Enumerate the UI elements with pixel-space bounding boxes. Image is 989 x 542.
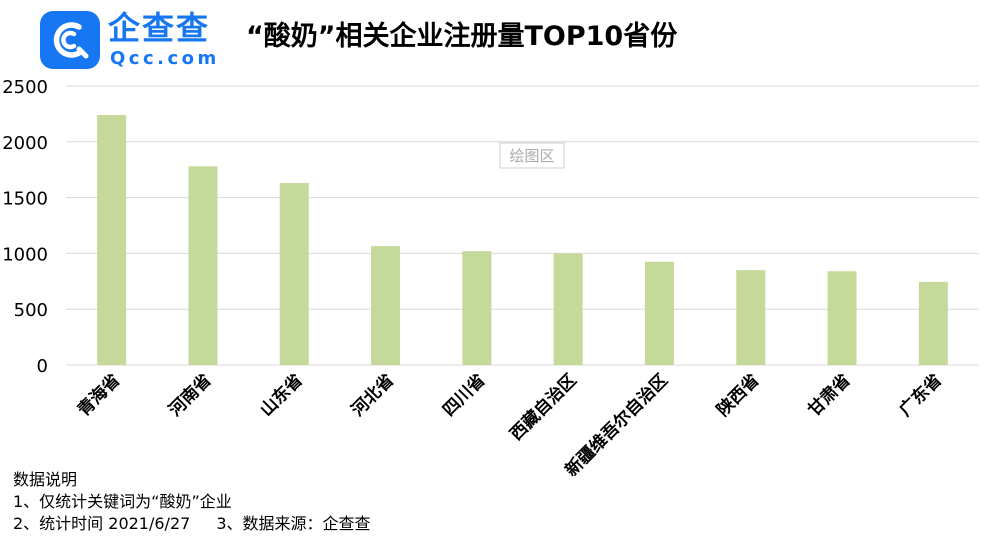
notes-heading: 数据说明 xyxy=(13,470,78,489)
bar xyxy=(644,261,674,365)
x-tick-label: 西藏自治区 xyxy=(506,370,581,445)
y-tick-label: 0 xyxy=(37,356,48,377)
y-tick-label: 2500 xyxy=(2,77,48,98)
x-tick-label: 甘肃省 xyxy=(804,370,855,421)
y-tick-label: 500 xyxy=(14,300,48,321)
chart-title: “酸奶”相关企业注册量TOP10省份 xyxy=(246,21,678,52)
bar xyxy=(553,253,583,365)
notes-line-2: 2、统计时间 2021/6/27 xyxy=(13,514,191,533)
data-notes: 数据说明 1、仅统计关键词为“酸奶”企业 2、统计时间 2021/6/27 3、数… xyxy=(13,469,371,535)
y-tick-label: 1000 xyxy=(2,244,48,265)
notes-line-3: 3、数据来源：企查查 xyxy=(216,514,371,533)
qcc-logo-icon xyxy=(40,11,100,69)
brand-name: 企查查 xyxy=(108,9,211,47)
bar xyxy=(97,115,127,366)
bar xyxy=(827,271,857,365)
x-tick-label: 河北省 xyxy=(347,370,398,421)
bar xyxy=(918,281,948,365)
bar xyxy=(188,166,218,365)
x-tick-label: 河南省 xyxy=(165,370,216,421)
bar xyxy=(736,270,766,365)
brand-domain: Qcc.com xyxy=(110,48,220,69)
x-tick-label: 青海省 xyxy=(73,370,124,421)
y-tick-label: 1500 xyxy=(2,189,48,210)
notes-line-1: 1、仅统计关键词为“酸奶”企业 xyxy=(13,492,232,511)
x-tick-label: 陕西省 xyxy=(712,370,763,421)
y-tick-label: 2000 xyxy=(2,133,48,154)
plot-area-tooltip xyxy=(499,142,565,169)
plot-area-label: 绘图区 xyxy=(509,147,554,165)
bar xyxy=(462,251,492,365)
x-tick-label: 山东省 xyxy=(256,370,307,421)
bar xyxy=(279,183,309,365)
bar xyxy=(371,246,401,365)
x-tick-label: 广东省 xyxy=(895,370,946,421)
x-tick-label: 四川省 xyxy=(438,370,489,421)
